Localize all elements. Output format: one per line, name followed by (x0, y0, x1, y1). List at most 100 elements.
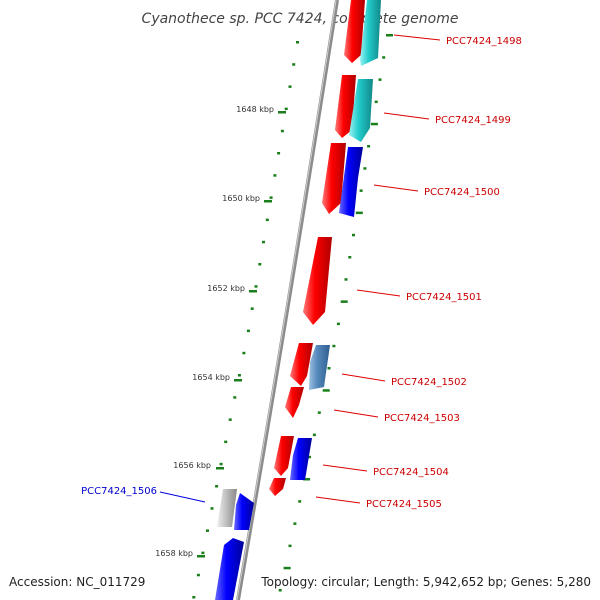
ruler-ticks (197, 111, 286, 558)
gene-PCC7424_1503[interactable] (285, 387, 304, 418)
outer-minor-tick (293, 522, 297, 525)
leader-line (356, 289, 401, 297)
gene-PCC7424_1498[interactable] (344, 0, 365, 63)
outer-minor-tick (363, 167, 367, 170)
outer-minor-tick (367, 145, 371, 148)
gene-label-PCC7424_1500[interactable]: PCC7424_1500 (424, 187, 500, 198)
rna-PCC7424_1499[interactable] (349, 79, 373, 142)
gene-PCC7424_1504[interactable] (290, 438, 312, 480)
ruler-major-tick (249, 290, 257, 293)
leader-line (341, 373, 386, 382)
label-leaders (159, 34, 441, 504)
leader-line (315, 496, 361, 504)
ruler-minor-tick (250, 307, 254, 310)
ruler-minor-tick (210, 507, 214, 510)
ruler-label-1656: 1656 kbp (173, 461, 211, 470)
outer-major-tick (340, 300, 348, 303)
leader-line (383, 112, 430, 120)
outer-minor-tick (336, 322, 340, 326)
ruler-minor-tick (192, 596, 196, 599)
ruler-minor-tick (201, 551, 205, 555)
ruler-minor-tick (246, 329, 250, 333)
gene-bottom[interactable] (215, 538, 244, 600)
ruler-major-tick (216, 467, 224, 470)
outer-minor-tick (378, 78, 382, 81)
accession-text: Accession: NC_011729 (9, 575, 145, 589)
ruler-minor-tick (242, 351, 246, 355)
outer-minor-tick (374, 100, 378, 104)
outer-major-tick (386, 34, 393, 37)
ruler-minor-tick (254, 285, 258, 288)
gene-label-PCC7424_1503[interactable]: PCC7424_1503 (384, 413, 460, 424)
outer-minor-tick (327, 367, 331, 370)
rna-PCC7424_1498[interactable] (360, 0, 381, 66)
ruler-minor-tick (296, 41, 299, 44)
ruler-label-1658: 1658 kbp (155, 549, 193, 558)
ruler-major-tick (197, 555, 205, 558)
ruler-label-1654: 1654 kbp (192, 373, 230, 382)
gene-label-PCC7424_1498[interactable]: PCC7424_1498 (446, 36, 522, 47)
genome-title: Cyanothece sp. PCC 7424, complete genome (142, 11, 459, 27)
ruler-minor-tick (224, 440, 228, 444)
gene-label-PCC7424_1505[interactable]: PCC7424_1505 (366, 499, 442, 510)
gene-PCC7424_1502[interactable] (309, 345, 330, 390)
gene-PCC7424_1501[interactable] (303, 237, 332, 325)
ruler-minor-tick (262, 240, 265, 244)
gene-label-PCC7424_1499[interactable]: PCC7424_1499 (435, 115, 511, 126)
outer-major-tick (370, 122, 378, 126)
leader-line (373, 184, 419, 192)
leader-line (159, 491, 206, 503)
ruler-minor-tick (292, 63, 296, 66)
ruler-minor-tick (258, 263, 262, 266)
gene-PCC7424_1502-a[interactable] (290, 343, 313, 386)
outer-major-tick (283, 566, 291, 570)
outer-minor-tick (352, 233, 355, 237)
ruler-minor-tick (277, 152, 281, 155)
outer-minor-tick (278, 589, 282, 592)
ruler-dots (192, 41, 299, 599)
ruler-minor-tick (237, 374, 241, 377)
leader-line (322, 464, 368, 472)
outer-minor-tick (348, 256, 352, 259)
gene-PCC7424_1499[interactable] (335, 75, 356, 138)
leader-line (333, 409, 379, 418)
ruler-minor-tick (288, 85, 292, 88)
outer-minor-tick (317, 411, 321, 414)
gene-label-PCC7424_1502[interactable]: PCC7424_1502 (391, 377, 467, 388)
ruler-labels: 1648 kbp 1650 kbp 1652 kbp 1654 kbp 1656… (155, 105, 274, 558)
outer-minor-tick (359, 189, 363, 192)
ruler-minor-tick (215, 485, 219, 488)
gene-label-PCC7424_1506[interactable]: PCC7424_1506 (81, 486, 157, 497)
ruler-label-1652: 1652 kbp (207, 284, 245, 293)
gene-PCC7424_1500[interactable] (322, 143, 346, 214)
leader-line (393, 34, 441, 41)
ruler-minor-tick (206, 529, 209, 532)
pseudo-PCC7424_1506[interactable] (217, 489, 237, 527)
gene-PCC7424_1505[interactable] (269, 478, 286, 496)
gene-PCC7424_1504-a[interactable] (274, 436, 294, 476)
gene-PCC7424_1500-b[interactable] (339, 147, 363, 217)
outer-minor-tick (332, 344, 336, 348)
outer-minor-tick (288, 544, 292, 548)
outer-minor-tick (344, 278, 348, 281)
outer-major-tick (303, 478, 311, 481)
ruler-label-1648: 1648 kbp (236, 105, 274, 114)
ruler-major-tick (264, 200, 272, 203)
outer-minor-tick (382, 56, 386, 59)
ruler-minor-tick (265, 218, 269, 222)
ruler-minor-tick (284, 107, 288, 111)
ruler-minor-tick (273, 174, 277, 177)
outer-minor-tick (312, 433, 316, 437)
ruler-minor-tick (219, 462, 223, 466)
ruler-minor-tick (196, 573, 200, 577)
outer-minor-tick (308, 455, 311, 459)
ruler-minor-tick (269, 196, 273, 199)
gene-label-PCC7424_1504[interactable]: PCC7424_1504 (373, 467, 449, 478)
genome-summary-text: Topology: circular; Length: 5,942,652 bp… (260, 575, 591, 589)
gene-features (215, 0, 381, 600)
gene-PCC7424_1506[interactable] (234, 493, 254, 530)
ruler-minor-tick (233, 396, 237, 399)
gene-label-PCC7424_1501[interactable]: PCC7424_1501 (406, 292, 482, 303)
outer-minor-tick (298, 500, 302, 503)
